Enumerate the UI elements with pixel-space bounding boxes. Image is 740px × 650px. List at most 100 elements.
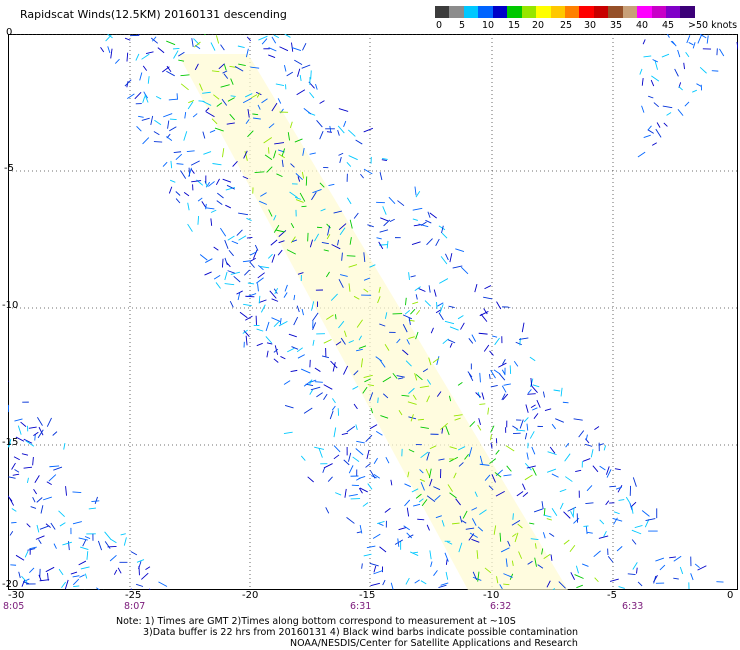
wind-barb [303,407,313,414]
wind-barb [276,229,285,233]
wind-barb [382,206,387,215]
wind-barb [224,283,235,286]
wind-barb [319,131,324,140]
wind-barb [316,392,323,398]
wind-barb [331,405,336,411]
wind-barb [299,74,302,81]
wind-barb [408,272,410,280]
wind-barb [355,424,358,431]
wind-barb [237,292,241,301]
wind-barb [255,91,262,96]
wind-barb [534,557,537,567]
wind-barb [415,191,421,198]
wind-barb [284,405,294,409]
wind-barb [390,479,393,486]
wind-barb [339,274,348,277]
wind-barb [199,254,208,261]
wind-barb [86,551,89,560]
wind-barb [37,429,44,439]
wind-barb [696,83,702,87]
wind-barb [37,417,43,426]
wind-barb [268,54,276,59]
wind-barb [205,111,215,118]
wind-barb [432,357,440,363]
wind-barb [296,89,306,96]
wind-barb [647,129,654,134]
wind-barb [341,432,348,435]
wind-barb [435,238,440,247]
wind-barb [430,327,434,334]
wind-barb [503,573,513,578]
wind-barb [26,477,29,483]
wind-barb [527,393,536,395]
wind-barb [242,329,248,334]
wind-barb [136,559,145,563]
wind-barb [490,425,495,433]
wind-barb [356,348,363,352]
colorbar-swatch [449,6,464,18]
wind-barb [592,465,599,473]
wind-barb [414,579,420,584]
wind-barb [268,123,275,129]
wind-barb [204,271,212,276]
wind-barb [406,507,410,517]
wind-barb [420,221,427,226]
wind-barb [9,530,14,536]
wind-barb [496,576,499,584]
wind-barb [176,163,184,165]
wind-barb [407,471,410,478]
wind-barb [437,302,444,307]
wind-barb [479,372,481,383]
wind-barb [542,532,546,539]
wind-barb [215,282,221,289]
wind-barb [126,81,129,88]
wind-barb [445,571,449,580]
wind-barb [559,502,564,510]
wind-barb [439,304,444,313]
wind-barb [35,535,45,540]
wind-barb [187,202,190,211]
wind-barb [295,173,303,181]
wind-barb [584,443,593,447]
wind-barb [322,467,326,473]
wind-barb [338,108,349,112]
wind-barb [563,539,570,545]
wind-barb [348,155,358,161]
wind-barb [326,131,333,133]
wind-barb [296,347,303,353]
wind-barb [612,518,623,522]
wind-barb [576,584,583,589]
wind-barb [495,490,505,497]
wind-barb [260,266,270,269]
wind-barb [674,68,679,77]
wind-barb [221,98,228,106]
wind-barb [433,570,438,576]
wind-barb [512,533,517,537]
wind-barb [271,254,276,263]
wind-barb [331,244,341,250]
lon-label-0: 0 [727,590,734,601]
wind-barb [258,265,264,271]
colorbar-label: >50 knots [688,20,738,31]
wind-barb [412,207,423,211]
wind-barb [410,275,416,278]
wind-barb [488,374,491,380]
wind-barb [367,224,374,228]
wind-barb [643,134,651,139]
wind-barb [498,362,507,368]
wind-barb [493,369,501,375]
wind-barb [461,520,467,524]
wind-barb [355,448,364,456]
wind-barb [42,496,52,501]
wind-barb [230,95,236,97]
wind-barb [413,503,421,507]
wind-barb [33,489,37,495]
wind-barb [229,65,238,69]
wind-barb [332,362,336,372]
wind-barb [373,457,378,464]
wind-barb [267,253,273,259]
wind-barb [530,404,536,408]
wind-barb [532,467,537,476]
wind-barb [405,360,412,367]
wind-barb [258,200,268,205]
